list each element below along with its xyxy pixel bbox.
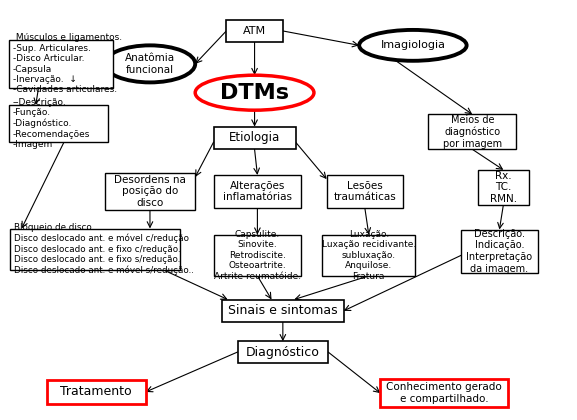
Text: Etiologia: Etiologia <box>229 131 280 144</box>
Text: Capsulite.
Sinovite.
Retrodiscite.
Osteoartrite.
Artrite reumatóide.: Capsulite. Sinovite. Retrodiscite. Osteo… <box>214 230 301 281</box>
FancyBboxPatch shape <box>9 105 108 142</box>
Text: ATM: ATM <box>243 26 266 36</box>
FancyBboxPatch shape <box>478 170 529 205</box>
Ellipse shape <box>195 75 314 110</box>
Text: Tratamento: Tratamento <box>61 386 132 399</box>
Ellipse shape <box>359 30 467 61</box>
Text: Alterações
inflamatórias: Alterações inflamatórias <box>223 181 292 202</box>
FancyBboxPatch shape <box>226 20 283 42</box>
Text: Anatômia
funcional: Anatômia funcional <box>125 53 175 75</box>
FancyBboxPatch shape <box>9 40 114 87</box>
FancyBboxPatch shape <box>322 235 415 276</box>
Text: Conhecimento gerado
e compartilhado.: Conhecimento gerado e compartilhado. <box>386 382 502 404</box>
FancyBboxPatch shape <box>213 235 301 276</box>
Text: --Descrição.
-Função.
-Diagnóstico.
-Recomendações
-Imagem: --Descrição. -Função. -Diagnóstico. -Rec… <box>13 98 90 149</box>
Text: Meios de
diagnóstico
por imagem: Meios de diagnóstico por imagem <box>443 115 502 149</box>
FancyBboxPatch shape <box>105 173 195 210</box>
Ellipse shape <box>105 45 195 82</box>
Text: Luxação.
Luxação recidivante.
subluxação.
Anquilose.
Fratura: Luxação. Luxação recidivante. subluxação… <box>321 230 416 281</box>
Text: Diagnóstico: Diagnóstico <box>246 346 320 359</box>
Text: Bloqueio de disco.
Disco deslocado ant. e móvel c/redução
Disco deslocado ant. e: Bloqueio de disco. Disco deslocado ant. … <box>14 223 194 275</box>
FancyBboxPatch shape <box>461 230 538 273</box>
Text: Descrição.
Indicação.
Interpretação
da imagem.: Descrição. Indicação. Interpretação da i… <box>466 229 533 273</box>
FancyBboxPatch shape <box>213 127 295 149</box>
FancyBboxPatch shape <box>213 175 301 208</box>
FancyBboxPatch shape <box>47 380 146 404</box>
FancyBboxPatch shape <box>222 299 344 322</box>
Text: Lesões
traumáticas: Lesões traumáticas <box>334 181 396 202</box>
Text: Desordens na
posição do
disco: Desordens na posição do disco <box>114 175 186 208</box>
FancyBboxPatch shape <box>327 175 403 208</box>
Text: Rx.
TC.
RMN.: Rx. TC. RMN. <box>490 171 517 204</box>
Text: DTMs: DTMs <box>220 83 289 103</box>
Text: Músculos e ligamentos.
-Sup. Articulares.
-Disco Articular.
-Capsula
-Inervação.: Músculos e ligamentos. -Sup. Articulares… <box>13 33 122 94</box>
Text: Sinais e sintomas: Sinais e sintomas <box>228 304 338 318</box>
FancyBboxPatch shape <box>10 228 180 270</box>
Text: Imagiologia: Imagiologia <box>380 40 445 50</box>
FancyBboxPatch shape <box>380 379 508 407</box>
FancyBboxPatch shape <box>238 341 328 363</box>
FancyBboxPatch shape <box>429 114 516 149</box>
